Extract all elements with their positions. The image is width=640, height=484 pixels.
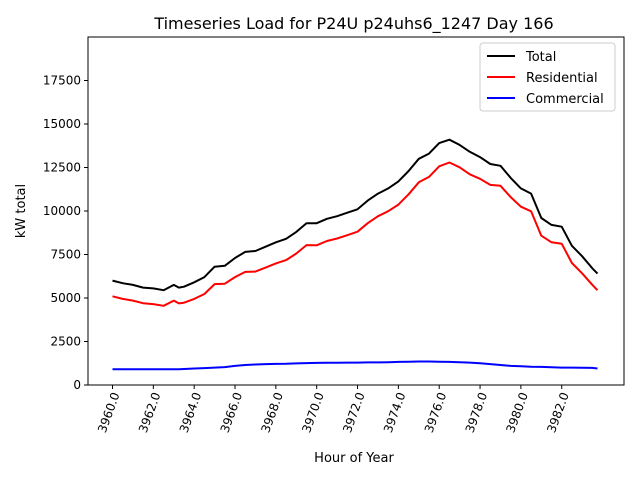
y-tick-label: 5000 [50,291,81,305]
y-tick-label: 15000 [43,117,81,131]
series-line-commercial [112,360,598,371]
x-tick-label: 3964.0 [177,390,205,434]
legend-label-residential: Residential [526,71,598,86]
x-tick-label: 3968.0 [258,390,286,434]
legend: Total Residential Commercial [479,42,616,112]
series-lines [112,138,599,371]
y-tick-label: 12500 [43,161,81,175]
series-line-residential [112,161,599,307]
x-tick-label: 3974.0 [381,390,409,434]
x-tick-label: 3972.0 [340,390,368,434]
y-tick-label: 2500 [50,335,81,349]
x-tick-label: 3976.0 [422,390,450,434]
y-tick-label: 7500 [50,248,81,262]
x-tick-label: 3960.0 [95,390,123,434]
x-axis: 3960.0 3962.0 3964.0 3966.0 3968.0 3970.0 3972… [95,385,572,435]
x-tick-label: 3982.0 [544,390,572,434]
x-tick-label: 3962.0 [136,390,164,434]
x-tick-label: 3978.0 [463,390,491,434]
series-line-total [112,138,599,292]
x-tick-label: 3970.0 [299,390,327,434]
x-tick-label: 3966.0 [218,390,246,434]
y-axis: 0 2500 5000 7500 10000 12500 15000 17500 [43,74,88,392]
legend-label-commercial: Commercial [526,92,604,107]
legend-box [479,42,616,112]
y-tick-label: 0 [73,378,81,392]
chart-title: Timeseries Load for P24U p24uhs6_1247 Da… [153,14,553,34]
x-axis-label: Hour of Year [314,451,394,466]
x-tick-label: 3980.0 [503,390,531,434]
legend-label-total: Total [525,50,556,65]
y-tick-label: 17500 [43,74,81,88]
y-axis-label: kW total [14,184,29,238]
y-tick-label: 10000 [43,204,81,218]
